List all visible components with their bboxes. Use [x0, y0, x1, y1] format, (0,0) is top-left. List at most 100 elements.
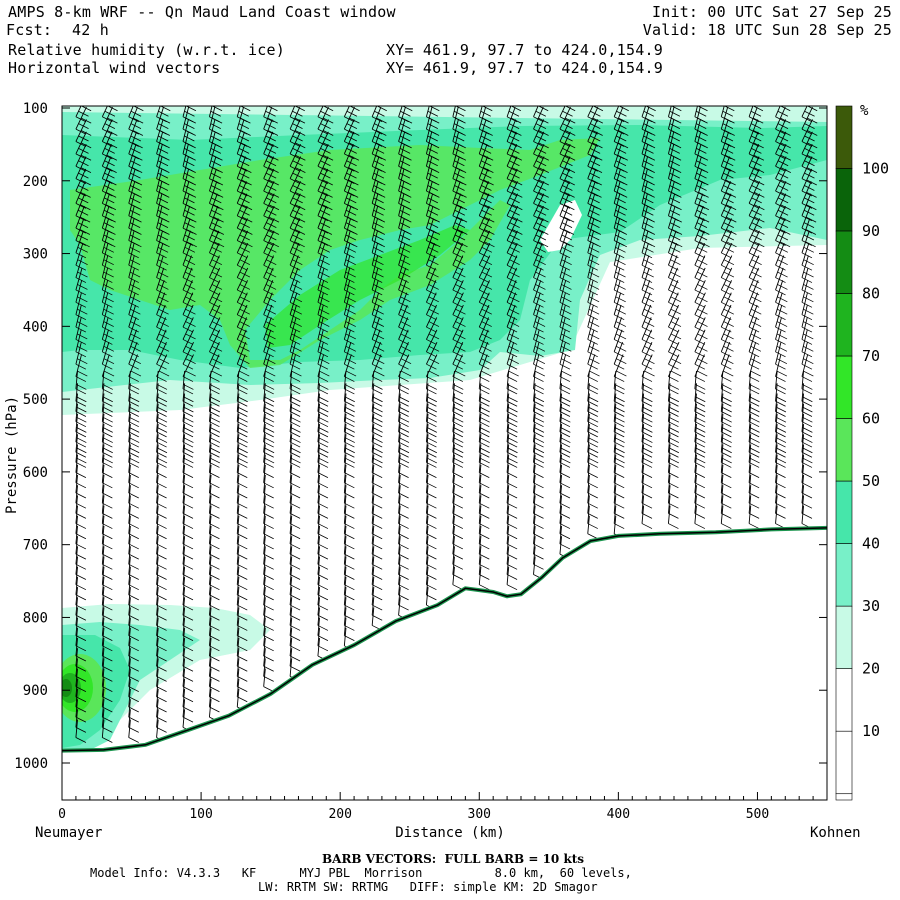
- wind-barb-feather: [721, 523, 732, 529]
- wind-barb-feather: [289, 502, 301, 509]
- wind-barb-feather: [779, 241, 791, 248]
- wind-barb-feather: [294, 216, 306, 223]
- wind-barb-feather: [452, 553, 464, 560]
- wind-barb-feather: [753, 117, 764, 124]
- wind-barb-shaft: [209, 243, 220, 266]
- wind-barb-shaft: [694, 403, 697, 422]
- wind-barb-feather: [320, 160, 331, 167]
- wind-barb-feather: [128, 301, 139, 308]
- wind-barb-shaft: [209, 317, 221, 340]
- wind-barb-feather: [721, 388, 732, 395]
- wind-barb-feather: [237, 502, 248, 509]
- wind-barb-feather: [371, 533, 383, 540]
- wind-barb-feather: [694, 502, 706, 509]
- wind-barb-feather: [479, 584, 490, 591]
- wind-barb-feather: [559, 400, 571, 407]
- wind-barb-feather: [371, 614, 383, 621]
- wind-barb-shaft: [128, 546, 131, 565]
- wind-barb-shaft: [720, 424, 724, 443]
- wind-barb-feather: [75, 676, 87, 682]
- wind-barb-feather: [479, 384, 490, 390]
- wind-barb-shaft: [289, 515, 293, 534]
- wind-barb-feather: [615, 333, 627, 340]
- wind-barb-feather: [694, 472, 706, 478]
- wind-barb-feather: [559, 411, 571, 417]
- wind-barb-feather: [559, 388, 571, 395]
- wind-barb-shaft: [587, 464, 590, 483]
- wind-barb-feather: [401, 117, 413, 124]
- wind-barb-feather: [749, 416, 760, 423]
- wind-barb-shaft: [533, 267, 542, 291]
- wind-barb-feather: [265, 147, 277, 154]
- wind-barb-feather: [210, 135, 221, 142]
- wind-barb-shaft: [128, 556, 131, 575]
- wind-barb-shaft: [156, 444, 159, 463]
- wind-barb-feather: [289, 301, 301, 308]
- wind-barb-feather: [156, 584, 167, 591]
- wind-barb-shaft: [182, 678, 186, 697]
- wind-barb-feather: [371, 563, 383, 570]
- wind-barb-feather: [645, 106, 656, 112]
- wind-barb-feather: [479, 400, 490, 407]
- wind-barb-feather: [587, 523, 598, 529]
- wind-barb-shaft: [559, 505, 563, 524]
- wind-barb-feather: [669, 197, 681, 204]
- wind-barb-feather: [775, 388, 786, 395]
- wind-barb-feather: [182, 584, 194, 591]
- wind-barb-feather: [426, 594, 437, 601]
- wind-barb-feather: [374, 204, 386, 211]
- wind-barb-feather: [780, 191, 791, 198]
- wind-barb-feather: [695, 396, 706, 403]
- wind-barb-feather: [587, 165, 598, 172]
- wind-barb-feather: [237, 363, 248, 370]
- wind-barb-feather: [587, 178, 598, 184]
- wind-barb-shaft: [75, 678, 78, 697]
- wind-barb-shaft: [425, 566, 429, 585]
- wind-barb-feather: [76, 427, 87, 433]
- wind-barb-feather: [317, 462, 329, 468]
- wind-barb-shaft: [720, 413, 724, 432]
- wind-barb-feather: [643, 172, 654, 179]
- wind-barb-feather: [75, 533, 87, 540]
- wind-barb-shaft: [426, 304, 437, 328]
- wind-barb-feather: [398, 388, 409, 395]
- wind-barb-shaft: [775, 370, 778, 389]
- wind-barb-feather: [75, 277, 87, 283]
- wind-barb-feather: [344, 128, 355, 135]
- wind-barb-feather: [426, 277, 437, 283]
- wind-barb-feather: [184, 259, 196, 266]
- wind-barb-feather: [128, 737, 139, 743]
- wind-barb-feather: [479, 411, 490, 417]
- wind-barb-feather: [263, 451, 274, 458]
- wind-barb-feather: [506, 301, 518, 308]
- wind-barb-feather: [615, 259, 626, 266]
- wind-barb-shaft: [236, 587, 240, 606]
- wind-barb-shaft: [263, 607, 266, 626]
- wind-barb-shaft: [156, 292, 166, 315]
- wind-barb-feather: [427, 197, 439, 204]
- wind-barb-shaft: [720, 304, 732, 328]
- wind-barb-shaft: [182, 292, 194, 315]
- wind-barb-feather: [614, 447, 625, 454]
- wind-barb-shaft: [101, 495, 105, 514]
- wind-barb-feather: [749, 457, 760, 464]
- forecast-hour: 42 h: [72, 21, 109, 39]
- wind-barb-feather: [452, 543, 464, 550]
- wind-barb-feather: [479, 363, 490, 370]
- wind-barb-feather: [156, 400, 167, 407]
- wind-barb-feather: [538, 229, 549, 235]
- wind-barb-feather: [559, 492, 571, 499]
- wind-barb-feather: [749, 447, 760, 454]
- wind-barb-shaft: [156, 678, 159, 697]
- wind-barb-feather: [344, 406, 355, 413]
- wind-barb-feather: [106, 154, 118, 161]
- wind-barb-feather: [209, 431, 220, 438]
- wind-barb-shaft: [775, 156, 787, 179]
- wind-barb-shaft: [559, 354, 567, 377]
- wind-barb-feather: [559, 431, 571, 438]
- wind-barb-shaft: [613, 454, 617, 473]
- wind-barb-feather: [643, 271, 654, 278]
- wind-barb-shaft: [263, 536, 266, 555]
- wind-barb-shaft: [128, 658, 131, 677]
- wind-barb-shaft: [236, 485, 240, 504]
